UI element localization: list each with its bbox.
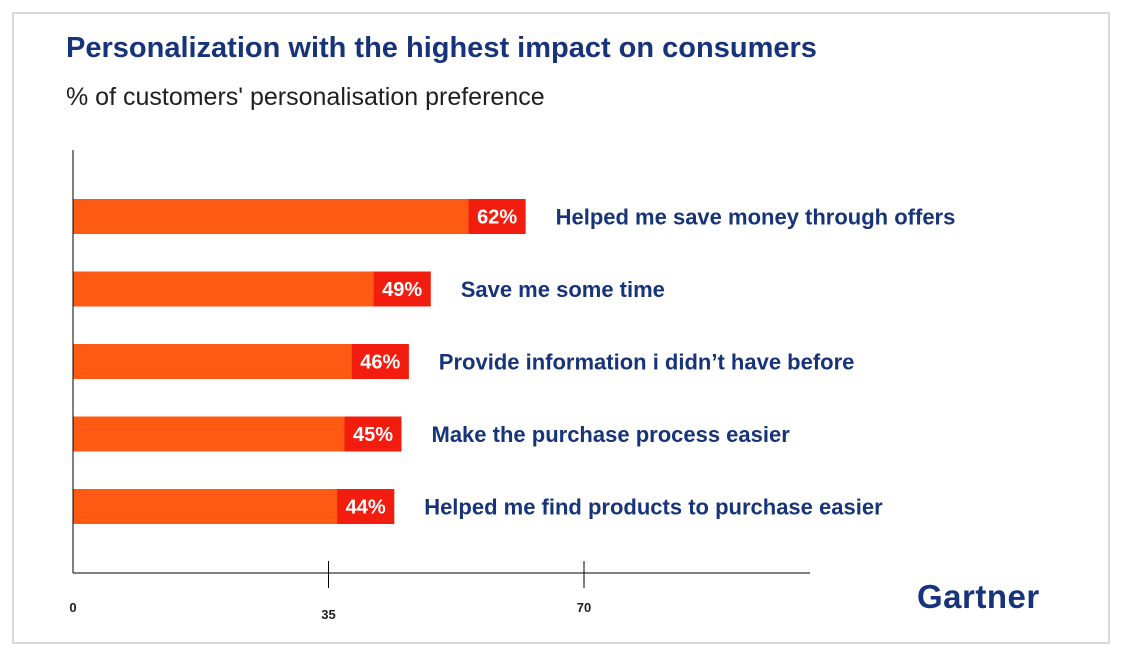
bar-row: 46% Provide information i didn’t have bef…: [73, 344, 854, 379]
category-label: Provide information i didn’t have before: [439, 350, 855, 375]
bar-value-box: [373, 271, 431, 307]
bar-value-label: 49%: [382, 279, 422, 301]
bar-value-label: 46%: [360, 352, 400, 374]
bar-value-label: 45%: [353, 424, 393, 446]
bar-value-box: [468, 199, 526, 234]
category-label: Helped me find products to purchase easi…: [424, 495, 883, 520]
bar-row: 44% Helped me find products to purchase e…: [73, 489, 883, 524]
x-tick-label: 0: [69, 600, 76, 615]
bar: [73, 199, 526, 234]
bar: [73, 271, 431, 307]
bar-value-box: [351, 344, 409, 379]
brand-logo: Gartner: [917, 578, 1040, 615]
category-label: Save me some time: [461, 277, 665, 302]
chart-subtitle: % of customers' personalisation preferen…: [66, 83, 545, 111]
bar-row: 49% Save me some time: [73, 271, 665, 307]
category-label: Make the purchase process easier: [432, 422, 791, 447]
x-tick-label: 35: [321, 607, 335, 622]
x-tick-label: 70: [577, 600, 591, 615]
chart-frame: [12, 12, 1110, 644]
bar-row: 45% Make the purchase process easier: [73, 416, 791, 452]
bars-layer: 62% Helped me save money through offers 49…: [73, 199, 955, 524]
chart-title: Personalization with the highest impact …: [66, 32, 817, 64]
bar-value-label: 62%: [477, 207, 517, 229]
x-axis: 0 35 70: [69, 150, 810, 622]
bar-value-label: 44%: [346, 497, 386, 519]
category-label: Helped me save money through offers: [556, 205, 956, 230]
bar-value-box: [337, 489, 395, 524]
bar-value-box: [344, 416, 402, 452]
bar-row: 62% Helped me save money through offers: [73, 199, 955, 234]
